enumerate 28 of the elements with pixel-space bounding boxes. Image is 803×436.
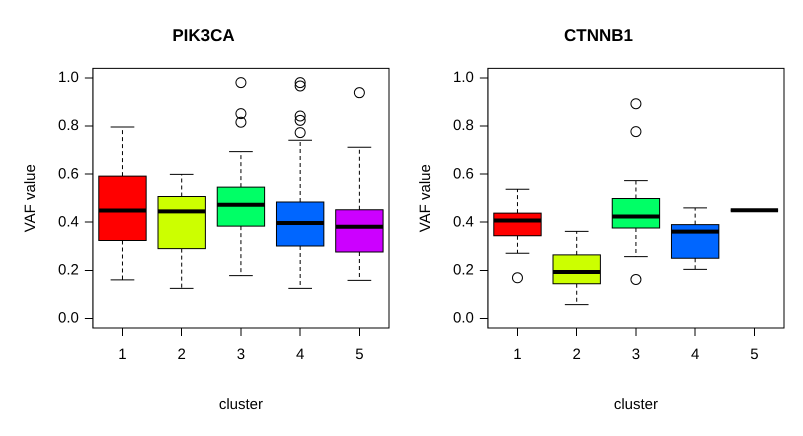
y-tick-label: 0.8 [58, 117, 79, 134]
y-tick-label: 1.0 [452, 69, 474, 86]
y-tick-label: 0.4 [58, 213, 79, 230]
y-axis-title: VAF value [22, 164, 40, 232]
x-tick-label: 5 [355, 346, 364, 364]
y-tick-label: 0.0 [452, 310, 474, 327]
x-axis-title: cluster [218, 396, 264, 414]
x-tick-label: 1 [513, 346, 522, 364]
x-tick-label: 2 [178, 346, 186, 364]
y-tick-label: 0.6 [58, 165, 79, 182]
chart-title: CTNNB1 [564, 26, 633, 45]
x-tick-label: 5 [750, 346, 759, 364]
x-axis-title: cluster [614, 396, 658, 414]
y-tick-label: 0.0 [58, 310, 79, 327]
chart-title: PIK3CA [172, 26, 235, 45]
y-tick-label: 0.4 [452, 213, 474, 230]
x-tick-label: 4 [296, 346, 304, 364]
x-tick-label: 1 [118, 346, 127, 364]
y-axis-title: VAF value [417, 164, 434, 232]
x-tick-label: 3 [236, 346, 246, 364]
x-tick-label: 4 [690, 346, 700, 364]
x-tick-label: 3 [632, 346, 640, 364]
x-tick-label: 2 [572, 346, 581, 364]
y-tick-label: 0.2 [452, 261, 474, 278]
y-tick-label: 1.0 [58, 69, 79, 86]
y-tick-label: 0.6 [452, 165, 474, 182]
y-tick-label: 0.8 [452, 117, 474, 134]
y-tick-label: 0.2 [58, 261, 79, 278]
